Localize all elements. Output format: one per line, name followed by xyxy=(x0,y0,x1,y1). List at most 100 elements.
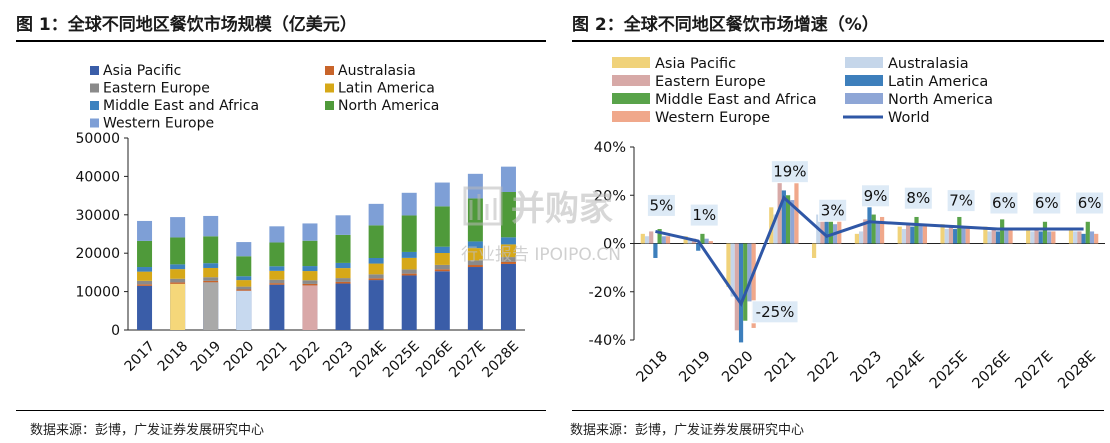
bar xyxy=(961,226,966,244)
bar xyxy=(773,214,778,244)
stacked-bar xyxy=(269,226,285,330)
x-tick-label: 2028E xyxy=(479,338,522,381)
bar-segment xyxy=(137,280,153,285)
bar xyxy=(1089,231,1095,244)
legend-label: Latin America xyxy=(338,81,435,97)
legend-swatch xyxy=(90,101,99,110)
bar xyxy=(644,236,650,244)
legend-swatch xyxy=(845,93,883,104)
bar-highlight xyxy=(170,283,186,330)
data-label: 6% xyxy=(1035,194,1059,212)
x-tick-label: 2018 xyxy=(634,348,671,385)
bar-segment xyxy=(269,283,285,285)
bar-segment xyxy=(137,271,153,281)
bar xyxy=(983,226,988,244)
bar xyxy=(1034,229,1039,244)
y-tick-label: 40000 xyxy=(75,169,120,185)
bar xyxy=(957,216,962,244)
bar-segment xyxy=(434,264,450,270)
data-label: 6% xyxy=(992,194,1016,212)
data-label-box xyxy=(1032,191,1062,215)
bar-segment xyxy=(335,215,351,235)
bar-segment xyxy=(137,285,153,330)
bar-highlight xyxy=(236,290,252,330)
bar-segment xyxy=(302,283,318,286)
stacked-bar xyxy=(401,192,417,330)
bar xyxy=(859,231,864,244)
bar-segment xyxy=(500,244,516,258)
x-tick-label: 2025E xyxy=(380,338,423,381)
bar xyxy=(906,224,911,244)
legend-label: Western Europe xyxy=(655,110,770,126)
data-label: 5% xyxy=(650,196,674,214)
bar xyxy=(640,233,645,244)
data-label-box xyxy=(946,189,976,213)
legend-swatch xyxy=(612,57,650,68)
watermark-shape xyxy=(463,186,503,226)
bar xyxy=(1004,229,1009,244)
bar-segment xyxy=(434,182,450,207)
bar-segment xyxy=(269,279,285,284)
bar xyxy=(837,212,842,244)
bar-segment xyxy=(236,286,252,290)
data-label-box xyxy=(689,203,719,227)
bar-segment xyxy=(203,215,219,237)
bar xyxy=(1047,231,1052,244)
data-label: 8% xyxy=(906,189,930,207)
stacked-bar xyxy=(368,203,384,330)
bar xyxy=(665,236,671,244)
stacked-bar xyxy=(335,215,351,330)
bar-highlight xyxy=(203,282,219,330)
bar xyxy=(1026,229,1031,244)
bar-segment xyxy=(302,271,318,281)
legend-label: Western Europe xyxy=(103,116,214,132)
bar-segment xyxy=(401,273,417,276)
bar-segment xyxy=(368,263,384,275)
bar-segment xyxy=(170,282,186,284)
bar-segment xyxy=(302,280,318,284)
data-label: 9% xyxy=(864,187,888,205)
watermark-logo: 并购家 行业报告 IPOIPO.CN xyxy=(461,186,621,265)
data-label-box xyxy=(751,300,799,324)
bar xyxy=(948,226,954,244)
title-rule xyxy=(16,40,546,42)
bar xyxy=(687,238,692,244)
bar xyxy=(726,243,731,287)
watermark-logo-text: 并购家 xyxy=(511,189,613,229)
bar xyxy=(785,195,791,244)
data-label: -25% xyxy=(756,303,795,321)
legend-swatch xyxy=(90,118,99,128)
x-tick-label: 2019 xyxy=(676,348,713,385)
bar-segment xyxy=(500,166,516,192)
bar-segment xyxy=(170,217,186,238)
chart-2-title: 图 2：全球不同地区餐饮市场增速（%） xyxy=(572,15,879,35)
legend-label: Middle East and Africa xyxy=(655,92,817,108)
bar-segment xyxy=(335,262,351,269)
x-tick-label: 2021 xyxy=(762,348,799,385)
bar-segment xyxy=(401,275,417,330)
legend-swatch xyxy=(90,66,99,75)
bar xyxy=(649,231,654,244)
bar xyxy=(708,241,713,244)
bar-highlight xyxy=(302,285,318,330)
legend-label: Middle East and Africa xyxy=(103,98,259,114)
bar-cluster xyxy=(1026,221,1056,244)
bar xyxy=(743,243,748,321)
bar xyxy=(751,243,756,328)
bar-cluster xyxy=(769,175,799,244)
right-panel: 图 2：全球不同地区餐饮市场增速（%） Asia Pacific Australa… xyxy=(560,0,1110,443)
bar xyxy=(738,243,744,343)
x-tick-label: 2023 xyxy=(848,348,885,385)
legend-label: Australasia xyxy=(338,63,416,79)
bar-segment xyxy=(401,192,417,216)
bar-segment xyxy=(137,284,153,286)
x-tick-label: 2028E xyxy=(1055,348,1099,392)
x-tick-label: 2025E xyxy=(927,348,971,392)
bar xyxy=(1030,231,1035,244)
bottom-rule xyxy=(572,410,1104,411)
bar xyxy=(987,231,992,244)
bar xyxy=(875,221,880,244)
y-tick-label: 10000 xyxy=(75,285,120,301)
bar-segment xyxy=(170,269,186,279)
bar xyxy=(897,226,902,244)
